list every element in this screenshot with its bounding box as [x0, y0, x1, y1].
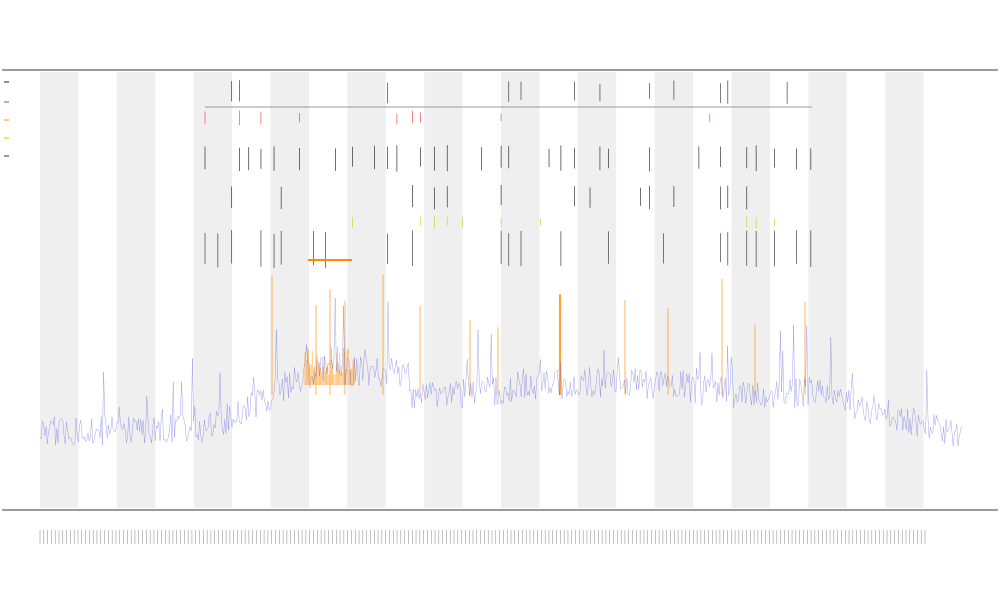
background-band — [731, 72, 770, 508]
background-band — [501, 72, 540, 508]
background-band — [808, 72, 847, 508]
event-tick-rows — [204, 80, 812, 268]
background-band — [40, 72, 79, 508]
background-band — [347, 72, 386, 508]
x-tick-labels — [39, 530, 926, 544]
background-band — [654, 72, 694, 508]
background-band — [577, 72, 617, 508]
signal-line — [39, 298, 962, 447]
background-bands — [40, 72, 924, 508]
background-band — [116, 72, 156, 508]
left-legend — [4, 81, 9, 157]
background-band — [424, 72, 463, 508]
background-band — [270, 72, 309, 508]
background-band — [193, 72, 233, 508]
background-band — [885, 72, 924, 508]
signal-series — [39, 298, 962, 447]
